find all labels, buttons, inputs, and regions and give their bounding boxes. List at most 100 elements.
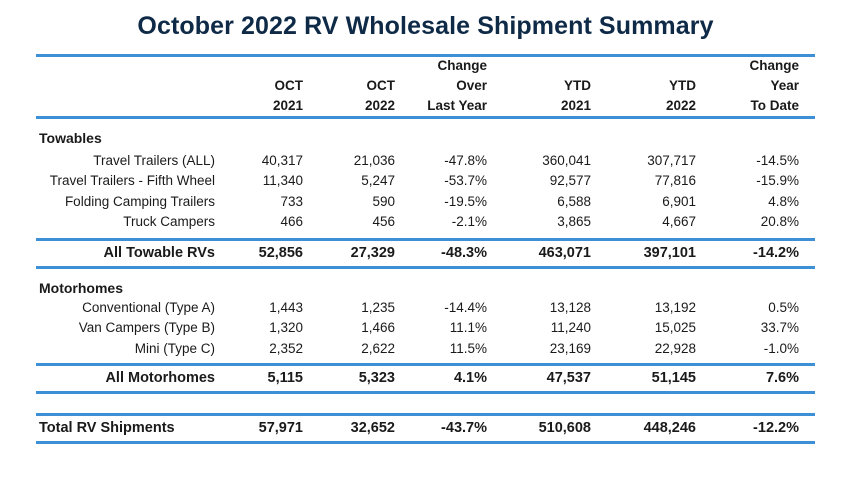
section-towables-heading: Towables	[39, 130, 102, 146]
cell-col-6: 20.8%	[760, 213, 799, 229]
cell-col-3: -19.5%	[444, 193, 487, 209]
row-label: Conventional (Type A)	[82, 300, 215, 315]
cell-col-2: 5,323	[358, 370, 395, 386]
cell-col-3: -48.3%	[441, 245, 487, 261]
cell-col-6: -14.2%	[753, 245, 799, 261]
cell-col-2: 456	[372, 213, 395, 229]
cell-col-4: 510,608	[538, 420, 591, 436]
table-row: Conventional (Type A) 1,443 1,235 -14.4% 13,…	[0, 300, 851, 320]
column-header-3-line-2: Over	[456, 78, 487, 93]
table-row: Mini (Type C) 2,352 2,622 11.5% 23,169 22,928…	[0, 341, 851, 361]
cell-col-4: 92,577	[549, 173, 591, 189]
column-header-2-line-3: 2022	[364, 98, 395, 113]
cell-col-1: 11,340	[262, 173, 303, 189]
page-title: October 2022 RV Wholesale Shipment Summa…	[137, 12, 714, 40]
cell-col-6: -1.0%	[763, 340, 799, 356]
row-label: Mini (Type C)	[134, 340, 215, 356]
cell-col-5: 397,101	[643, 245, 696, 261]
cell-col-1: 1,443	[269, 300, 303, 315]
table-row: All Motorhomes 5,115 5,323 4.1% 47,537 51,145…	[0, 370, 851, 390]
column-header-4-line-3: 2021	[560, 98, 591, 113]
cell-col-4: 11,240	[550, 320, 591, 336]
column-header-2-line-2: OCT	[366, 78, 396, 93]
row-label: All Towable RVs	[103, 245, 215, 261]
row-label: Travel Trailers - Fifth Wheel	[49, 173, 215, 189]
section-motorhomes-heading: Motorhomes	[39, 280, 123, 296]
cell-col-2: 1,466	[361, 320, 395, 336]
column-header-1-line-2: OCT	[274, 78, 304, 93]
cell-col-3: -47.8%	[444, 153, 487, 168]
cell-col-5: 307,717	[647, 153, 696, 168]
cell-col-4: 360,041	[542, 153, 591, 168]
cell-col-1: 57,971	[258, 420, 303, 436]
motorhomes-subtotal-top-rule	[36, 363, 815, 366]
cell-col-6: -14.5%	[756, 153, 799, 168]
cell-col-2: 21,036	[353, 153, 395, 168]
cell-col-5: 51,145	[651, 370, 696, 386]
total-bottom-rule	[36, 441, 815, 444]
cell-col-3: -53.7%	[444, 173, 487, 189]
column-header-5-line-2: YTD	[669, 78, 696, 93]
motorhomes-subtotal-bottom-rule	[36, 391, 815, 394]
table-row: Travel Trailers (ALL) 40,317 21,036 -47.8% 3…	[0, 153, 851, 173]
table-row: Van Campers (Type B) 1,320 1,466 11.1% 11,24…	[0, 320, 851, 340]
cell-col-2: 590	[372, 193, 395, 209]
column-header-6-line-2: Year	[770, 78, 799, 93]
cell-col-3: -43.7%	[441, 420, 487, 436]
cell-col-6: -15.9%	[756, 173, 799, 189]
cell-col-5: 15,025	[654, 320, 696, 336]
cell-col-4: 47,537	[546, 370, 591, 386]
cell-col-3: 11.5%	[449, 340, 487, 356]
row-label: All Motorhomes	[105, 370, 215, 386]
cell-col-4: 463,071	[538, 245, 591, 261]
column-header-3-line-3: Last Year	[427, 98, 487, 113]
cell-col-6: 33.7%	[760, 320, 799, 336]
cell-col-2: 1,235	[361, 300, 395, 315]
cell-col-4: 3,865	[557, 213, 591, 229]
total-top-rule	[36, 413, 815, 416]
cell-col-4: 23,169	[549, 340, 591, 356]
cell-col-1: 40,317	[261, 153, 303, 168]
cell-col-1: 466	[280, 213, 303, 229]
cell-col-3: -2.1%	[451, 213, 487, 229]
cell-col-6: -12.2%	[753, 420, 799, 436]
cell-col-2: 32,652	[350, 420, 395, 436]
header-top-rule	[36, 54, 815, 57]
cell-col-3: 4.1%	[453, 370, 487, 386]
cell-col-6: 0.5%	[768, 300, 799, 315]
cell-col-5: 6,901	[662, 193, 696, 209]
cell-col-5: 13,192	[654, 300, 696, 315]
towables-subtotal-top-rule	[36, 238, 815, 241]
column-header-6-line-3: To Date	[750, 98, 799, 113]
cell-col-1: 2,352	[269, 340, 303, 356]
cell-col-2: 5,247	[361, 173, 395, 189]
column-header-3-line-1: Change	[437, 58, 487, 73]
column-header-6-line-1: Change	[749, 58, 799, 73]
table-row: Folding Camping Trailers 733 590 -19.5% 6,58…	[0, 194, 851, 214]
cell-col-3: -14.4%	[444, 300, 487, 315]
cell-col-1: 5,115	[267, 370, 304, 386]
cell-col-2: 27,329	[350, 245, 395, 261]
row-label: Travel Trailers (ALL)	[93, 153, 215, 168]
cell-col-3: 11.1%	[449, 320, 487, 336]
row-label: Total RV Shipments	[39, 420, 175, 436]
column-header-1-line-3: 2021	[272, 98, 303, 113]
cell-col-6: 4.8%	[768, 193, 799, 209]
column-header-5-line-3: 2022	[665, 98, 696, 113]
cell-col-4: 13,128	[549, 300, 591, 315]
cell-col-5: 77,816	[654, 173, 696, 189]
towables-subtotal-bottom-rule	[36, 266, 815, 269]
cell-col-1: 1,320	[269, 320, 303, 336]
header-bottom-rule	[36, 116, 815, 119]
row-label: Van Campers (Type B)	[78, 320, 215, 336]
cell-col-2: 2,622	[361, 340, 395, 356]
cell-col-4: 6,588	[557, 193, 591, 209]
cell-col-5: 4,667	[662, 213, 696, 229]
cell-col-1: 733	[280, 193, 303, 209]
column-header-4-line-2: YTD	[564, 78, 591, 93]
row-label: Truck Campers	[123, 213, 215, 229]
table-row: Total RV Shipments 57,971 32,652 -43.7% 510,…	[0, 420, 851, 440]
cell-col-6: 7.6%	[765, 370, 799, 386]
table-row: All Towable RVs 52,856 27,329 -48.3% 463,071…	[0, 245, 851, 265]
table-row: Travel Trailers - Fifth Wheel 11,340 5,247…	[0, 173, 851, 193]
